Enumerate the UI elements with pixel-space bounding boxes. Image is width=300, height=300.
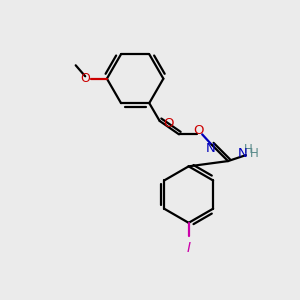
Text: O: O [163,117,174,130]
Text: O: O [80,72,90,85]
Text: N: N [237,147,247,160]
Text: H: H [250,147,259,160]
Text: O: O [193,124,203,137]
Text: N: N [205,142,215,155]
Text: I: I [187,241,191,255]
Text: H: H [244,143,252,156]
